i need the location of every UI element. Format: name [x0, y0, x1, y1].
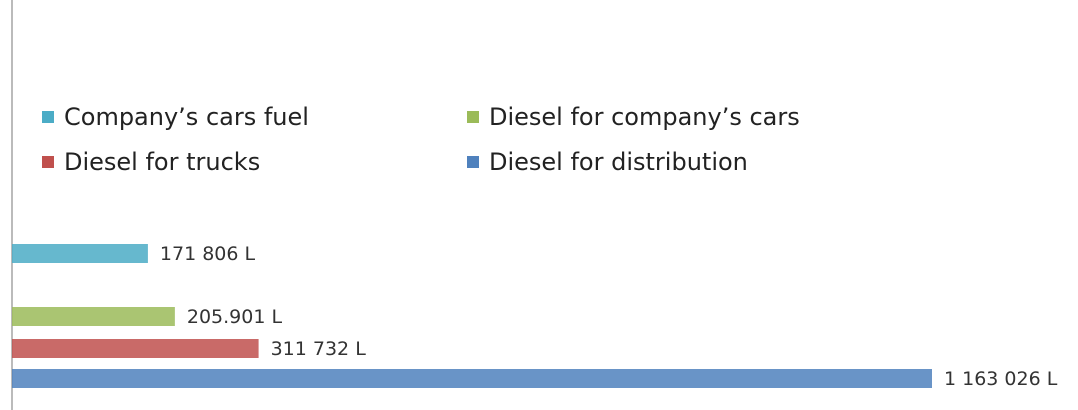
value-label: 171 806 L — [160, 243, 256, 265]
legend-label: Diesel for distribution — [489, 148, 748, 176]
legend-label: Diesel for trucks — [64, 148, 260, 176]
legend-swatch — [42, 111, 54, 123]
legend-swatch — [42, 156, 54, 168]
bar — [12, 307, 175, 326]
legend-swatch — [467, 156, 479, 168]
bar — [12, 244, 148, 263]
legend-label: Diesel for company’s cars — [489, 103, 800, 131]
value-label: 205.901 L — [187, 306, 283, 328]
legend-label: Company’s cars fuel — [64, 103, 309, 131]
value-label: 311 732 L — [271, 338, 367, 360]
bar — [12, 369, 932, 388]
legend-swatch — [467, 111, 479, 123]
value-label: 1 163 026 L — [944, 368, 1058, 390]
bar — [12, 339, 259, 358]
